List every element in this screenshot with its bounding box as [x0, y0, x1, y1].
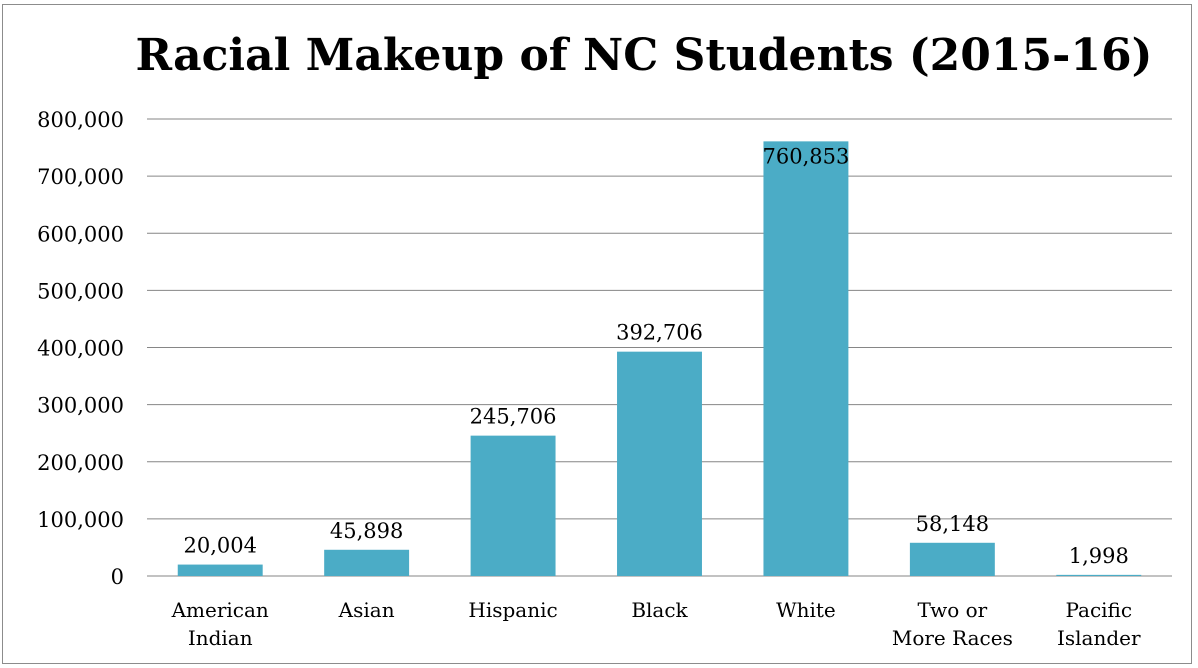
y-tick-label: 600,000	[37, 222, 124, 246]
x-tick-label: White	[776, 598, 836, 622]
x-tick-label: Asian	[338, 598, 395, 622]
bar	[324, 549, 410, 576]
x-tick-label: More Races	[892, 626, 1013, 650]
bar	[1056, 574, 1142, 576]
x-tick-label: Pacific	[1065, 598, 1132, 622]
data-label: 760,853	[763, 144, 850, 168]
y-tick-label: 200,000	[37, 451, 124, 475]
y-tick-label: 300,000	[37, 394, 124, 418]
data-label: 392,706	[616, 321, 703, 345]
data-label: 45,898	[330, 519, 403, 543]
y-tick-label: 500,000	[37, 279, 124, 303]
x-tick-label: Hispanic	[468, 598, 557, 622]
bar	[909, 542, 995, 576]
x-tick-label: American	[171, 598, 269, 622]
x-tick-label: Two or	[917, 598, 987, 622]
bar	[470, 435, 556, 576]
x-tick-label: Indian	[188, 626, 253, 650]
data-label: 20,004	[183, 534, 256, 558]
data-label: 1,998	[1069, 544, 1129, 568]
bar	[763, 141, 849, 576]
data-label: 245,706	[470, 405, 557, 429]
y-tick-label: 800,000	[37, 108, 124, 132]
y-tick-label: 700,000	[37, 165, 124, 189]
data-label: 58,148	[916, 512, 989, 536]
x-tick-label: Black	[631, 598, 688, 622]
y-tick-label: 100,000	[37, 508, 124, 532]
bar	[177, 564, 263, 576]
chart-title: Racial Makeup of NC Students (2015-16)	[135, 30, 1153, 81]
x-tick-label: Islander	[1057, 626, 1141, 650]
y-tick-label: 0	[111, 565, 124, 589]
bar	[617, 351, 702, 576]
y-tick-label: 400,000	[37, 337, 124, 361]
